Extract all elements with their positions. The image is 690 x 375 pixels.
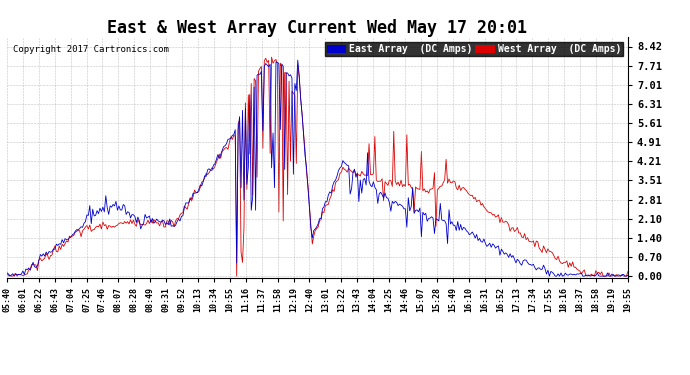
Text: Copyright 2017 Cartronics.com: Copyright 2017 Cartronics.com <box>13 45 169 54</box>
Legend: East Array  (DC Amps), West Array  (DC Amps): East Array (DC Amps), West Array (DC Amp… <box>325 42 623 56</box>
Title: East & West Array Current Wed May 17 20:01: East & West Array Current Wed May 17 20:… <box>108 20 527 38</box>
